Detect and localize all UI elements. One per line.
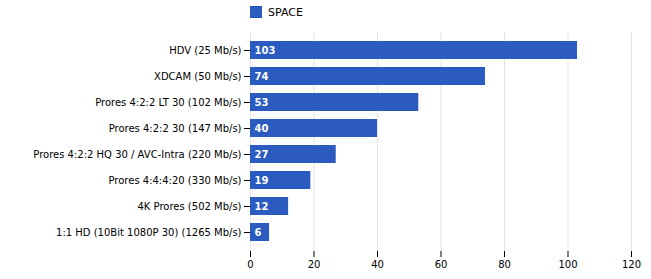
svg-text:20: 20 bbox=[308, 259, 321, 270]
svg-text:1:1 HD (10Bit 1080P 30) (1265: 1:1 HD (10Bit 1080P 30) (1265 Mb/s) bbox=[56, 227, 242, 238]
svg-text:103: 103 bbox=[255, 45, 276, 56]
svg-text:12: 12 bbox=[255, 201, 269, 212]
svg-text:6: 6 bbox=[255, 227, 262, 238]
svg-text:27: 27 bbox=[255, 149, 269, 160]
svg-text:0: 0 bbox=[247, 259, 253, 270]
html-text:SPACE: SPACE bbox=[268, 5, 303, 19]
svg-text:Prores 4:2:2 HQ 30 / AVC-Intra: Prores 4:2:2 HQ 30 / AVC-Intra (220 Mb/s… bbox=[33, 149, 241, 160]
svg-text:XDCAM (50 Mb/s): XDCAM (50 Mb/s) bbox=[154, 71, 242, 82]
svg-text:Prores 4:2:2 LT 30 (102 Mb/s): Prores 4:2:2 LT 30 (102 Mb/s) bbox=[95, 97, 241, 108]
svg-text:Prores 4:2:2 30 (147 Mb/s): Prores 4:2:2 30 (147 Mb/s) bbox=[109, 123, 242, 134]
svg-text:40: 40 bbox=[371, 259, 384, 270]
svg-text:100: 100 bbox=[558, 259, 577, 270]
svg-text:HDV (25 Mb/s): HDV (25 Mb/s) bbox=[169, 45, 241, 56]
svg-text:74: 74 bbox=[255, 71, 269, 82]
svg-text:80: 80 bbox=[498, 259, 511, 270]
svg-text:4K Prores (502 Mb/s): 4K Prores (502 Mb/s) bbox=[137, 201, 241, 212]
svg-text:53: 53 bbox=[255, 97, 269, 108]
svg-text:60: 60 bbox=[435, 259, 448, 270]
svg-text:Prores 4:4:4:20 (330 Mb/s): Prores 4:4:4:20 (330 Mb/s) bbox=[108, 175, 241, 186]
svg-text:40: 40 bbox=[255, 123, 269, 134]
svg-text:120: 120 bbox=[622, 259, 641, 270]
svg-text:19: 19 bbox=[255, 175, 269, 186]
